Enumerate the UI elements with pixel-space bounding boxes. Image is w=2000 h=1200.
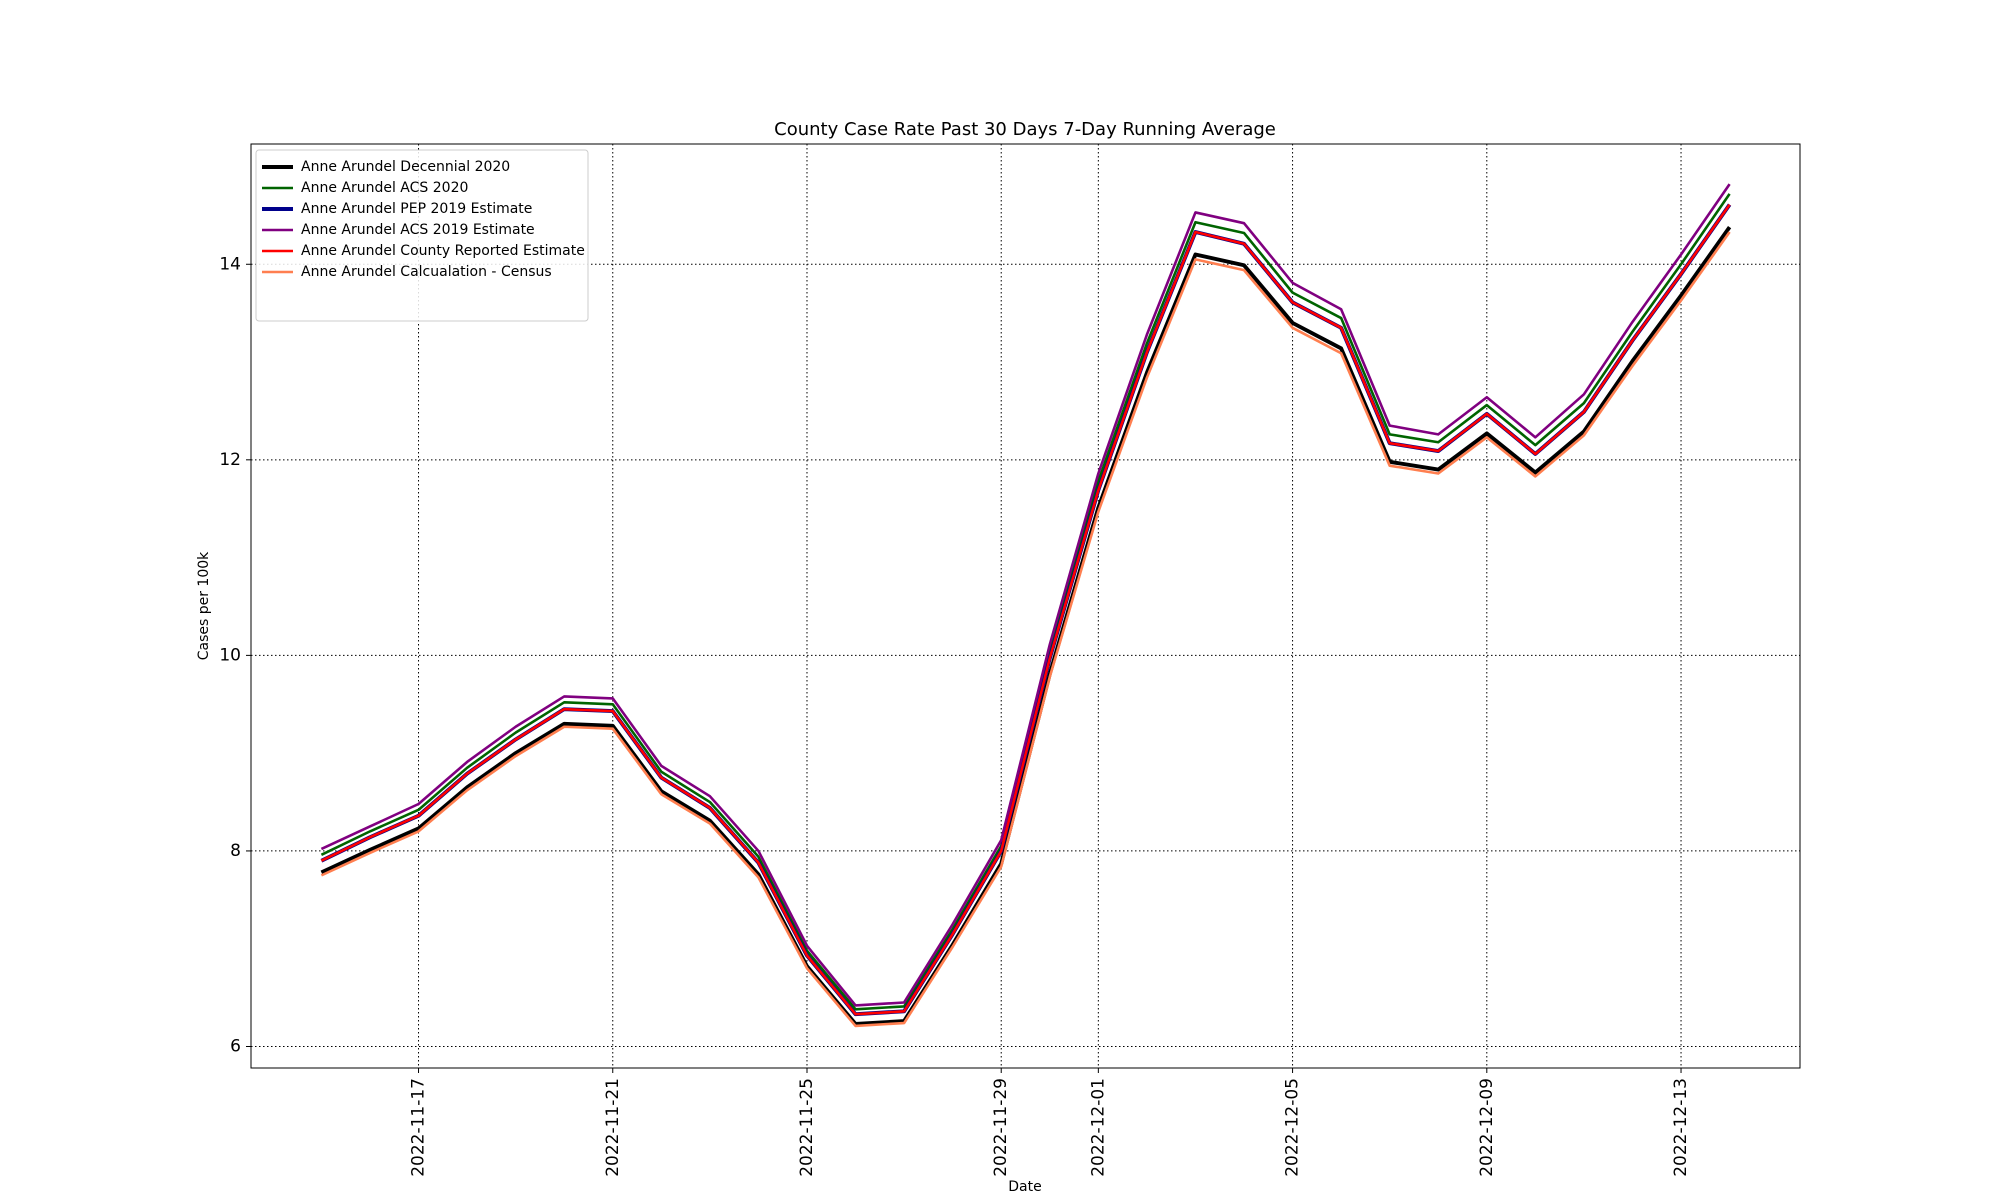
plot-frame: [250, 143, 1801, 1069]
line-series: [320, 183, 1731, 1007]
x-tick-label: 2022-11-17: [409, 1078, 429, 1177]
y-axis-label: Cases per 100k: [196, 551, 212, 660]
x-tick-label: 2022-12-09: [1477, 1078, 1497, 1177]
legend-label: Anne Arundel PEP 2019 Estimate: [301, 201, 532, 217]
legend-label: Anne Arundel County Reported Estimate: [301, 243, 585, 259]
line-series: [320, 203, 1731, 1016]
line-series: [320, 203, 1732, 1017]
x-tick-label: 2022-12-01: [1088, 1078, 1108, 1177]
chart-title: County Case Rate Past 30 Days 7-Day Runn…: [774, 119, 1276, 140]
x-tick-label: 2022-12-05: [1283, 1078, 1303, 1177]
y-tick-label: 12: [219, 450, 241, 470]
legend-label: Anne Arundel ACS 2020: [301, 180, 468, 196]
legend-label: Anne Arundel ACS 2019 Estimate: [301, 222, 535, 238]
legend-label: Anne Arundel Decennial 2020: [301, 159, 510, 175]
x-tick-label: 2022-11-29: [991, 1078, 1011, 1177]
x-tick-label: 2022-11-21: [603, 1078, 623, 1177]
x-axis-label: Date: [1008, 1179, 1041, 1195]
y-tick-label: 10: [219, 645, 241, 665]
legend-label: Anne Arundel Calcualation - Census: [301, 264, 552, 280]
y-tick-label: 14: [219, 254, 241, 274]
x-tick-label: 2022-11-25: [797, 1078, 817, 1177]
line-series: [320, 225, 1732, 1026]
legend-box: [255, 149, 589, 322]
x-tick-label: 2022-12-13: [1671, 1078, 1691, 1177]
line-series: [320, 231, 1731, 1028]
y-tick-label: 8: [230, 841, 241, 861]
y-tick-label: 6: [230, 1036, 241, 1056]
